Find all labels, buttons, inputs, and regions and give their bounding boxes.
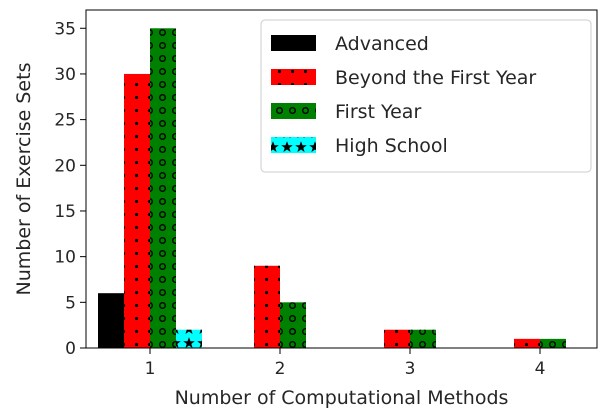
legend-swatch-hatch — [271, 103, 316, 119]
y-tick-label: 35 — [54, 19, 76, 39]
y-tick-label: 25 — [54, 111, 76, 131]
bar-hatch — [280, 302, 306, 348]
bar-beyond-the-first-year-4 — [514, 339, 540, 348]
bar-hatch — [124, 74, 150, 348]
x-tick-label: 1 — [145, 359, 156, 379]
legend-swatch-hatch — [271, 137, 316, 153]
bar-hatch — [410, 330, 436, 348]
y-tick-label: 10 — [54, 248, 76, 268]
x-axis: 1 2 3 4 — [145, 348, 546, 379]
legend-label: High School — [335, 135, 448, 157]
x-tick-label: 3 — [405, 359, 416, 379]
y-tick-label: 5 — [65, 293, 76, 313]
bar-hatch — [254, 266, 280, 348]
bar-hatch — [150, 28, 176, 348]
legend-label: Beyond the First Year — [335, 67, 536, 89]
y-tick-label: 20 — [54, 156, 76, 176]
bar-beyond-the-first-year-2 — [254, 266, 280, 348]
y-tick-label: 0 — [65, 339, 76, 359]
bar-beyond-the-first-year-1 — [124, 74, 150, 348]
x-tick-label: 2 — [275, 359, 286, 379]
bar-hatch — [176, 330, 202, 348]
bar-first-year-2 — [280, 302, 306, 348]
bar-first-year-1 — [150, 28, 176, 348]
bar-hatch — [540, 339, 566, 348]
bar-first-year-4 — [540, 339, 566, 348]
legend: Advanced Beyond the First Year First Year H… — [261, 20, 591, 172]
bar-first-year-3 — [410, 330, 436, 348]
y-tick-label: 30 — [54, 65, 76, 85]
bar-advanced-1 — [98, 293, 124, 348]
legend-swatch — [271, 35, 316, 51]
bar-fill — [98, 293, 124, 348]
legend-swatch-hatch — [271, 69, 316, 85]
y-axis: 0 5 10 15 20 25 30 35 — [54, 19, 86, 359]
bar-beyond-the-first-year-3 — [384, 330, 410, 348]
bar-hatch — [514, 339, 540, 348]
y-axis-title: Number of Exercise Sets — [13, 63, 35, 296]
y-tick-label: 15 — [54, 202, 76, 222]
x-axis-title: Number of Computational Methods — [175, 387, 509, 409]
x-tick-label: 4 — [535, 359, 546, 379]
legend-label: First Year — [335, 101, 421, 123]
bar-hatch — [384, 330, 410, 348]
bar-high-school-1 — [176, 330, 202, 348]
legend-label: Advanced — [335, 33, 429, 55]
